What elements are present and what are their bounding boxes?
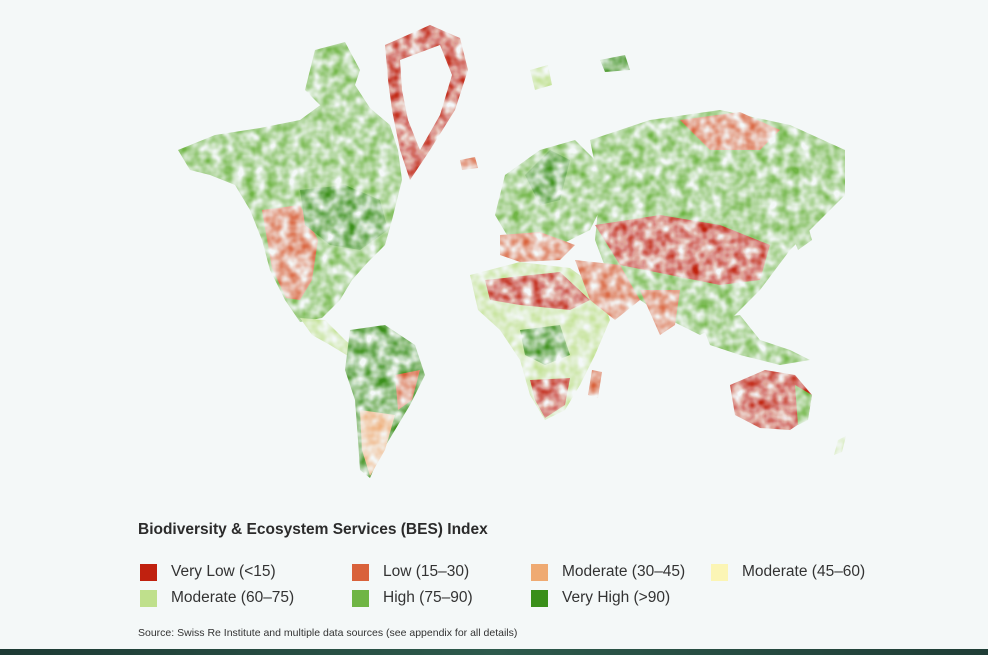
legend-swatch [352, 563, 369, 581]
scandinavia [525, 150, 570, 205]
legend-swatch [531, 563, 548, 581]
source-note: Source: Swiss Re Institute and multiple … [138, 627, 518, 639]
legend-item-moderate-45-60: Moderate (45–60) [711, 563, 865, 581]
legend-swatch [352, 589, 369, 607]
siberia-north [680, 112, 780, 150]
bottom-strip [0, 649, 988, 655]
legend-swatch [140, 589, 157, 607]
north-america-region [178, 85, 402, 322]
legend-title: Biodiversity & Ecosystem Services (BES) … [138, 521, 488, 538]
legend-label: Very Low (<15) [171, 563, 276, 580]
new-zealand [834, 436, 846, 455]
legend-item-high: High (75–90) [352, 589, 473, 607]
india [640, 290, 680, 335]
legend-label: Moderate (45–60) [742, 563, 866, 580]
legend-label: Very High (>90) [562, 589, 671, 606]
japan [790, 215, 812, 250]
legend-swatch [711, 563, 728, 581]
south-america-east [395, 370, 420, 410]
legend-item-low: Low (15–30) [352, 563, 469, 581]
southeast-asia [700, 315, 810, 365]
middle-east [575, 260, 640, 320]
australia [730, 370, 812, 430]
australia-east-coast [795, 385, 812, 425]
legend-item-very-low: Very Low (<15) [140, 563, 276, 581]
central-america [300, 318, 360, 356]
europe-south [500, 232, 575, 262]
southern-africa [530, 378, 570, 418]
novaya-zemlya [600, 55, 630, 72]
legend-label: High (75–90) [383, 589, 473, 606]
north-america-boreal [300, 185, 388, 250]
sahara [485, 272, 590, 310]
arctic-islands [305, 42, 360, 110]
legend-label: Moderate (60–75) [171, 589, 295, 606]
central-asia [595, 215, 770, 285]
legend-item-moderate-30-45: Moderate (30–45) [531, 563, 685, 581]
world-map [178, 25, 846, 478]
madagascar [588, 370, 602, 398]
congo-basin [520, 325, 570, 365]
iceland [460, 157, 478, 170]
legend-item-moderate-60-75: Moderate (60–75) [140, 589, 294, 607]
south-america-south [360, 410, 395, 476]
legend-label: Moderate (30–45) [562, 563, 686, 580]
legend-label: Low (15–30) [383, 563, 470, 580]
bes-index-world-map [178, 25, 846, 478]
south-america [345, 325, 425, 478]
legend-swatch [140, 563, 157, 581]
legend-swatch [531, 589, 548, 607]
greenland-interior [400, 45, 452, 150]
svalbard [530, 65, 552, 90]
north-america-west [262, 205, 318, 300]
asia [590, 110, 845, 335]
legend-item-very-high: Very High (>90) [531, 589, 670, 607]
legend: Very Low (<15) Low (15–30) Moderate (30–… [140, 563, 940, 613]
